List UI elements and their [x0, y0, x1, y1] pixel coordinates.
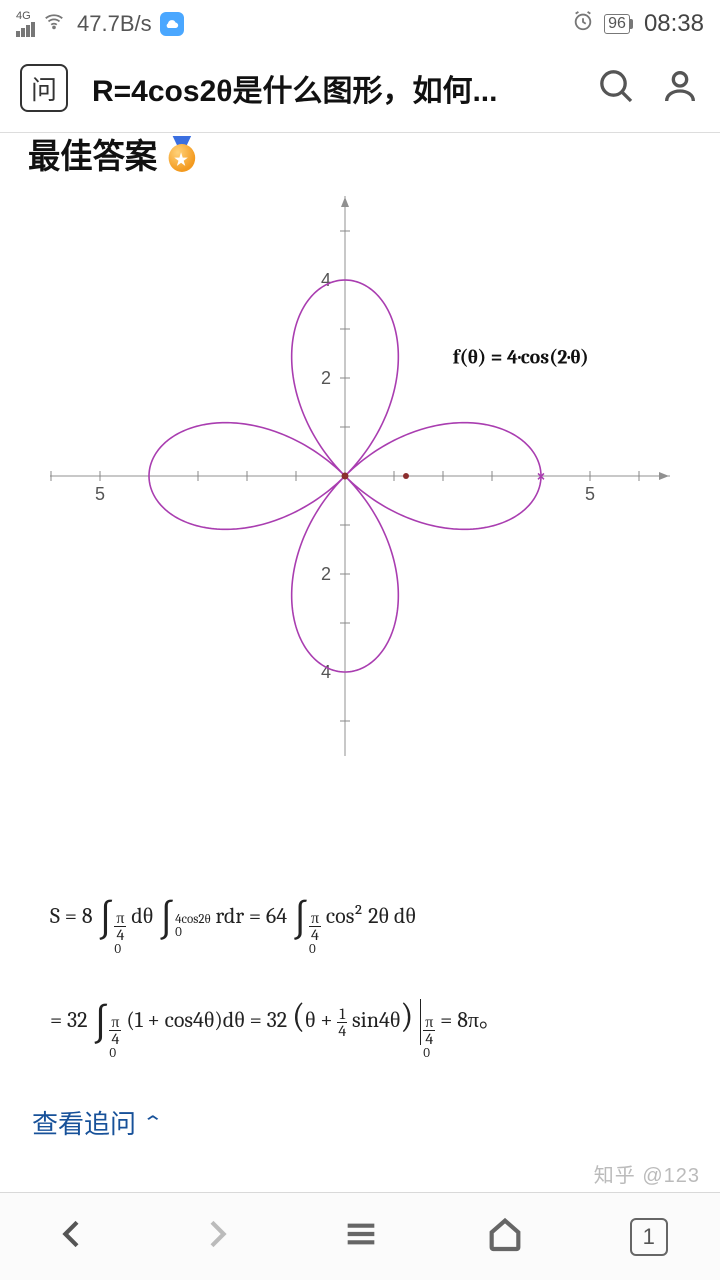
app-header: 问 R=4cos2θ是什么图形，如何... [0, 48, 720, 128]
question-badge[interactable]: 问 [20, 64, 68, 112]
math-solution: S = 8 ∫π40 dθ ∫4cos2θ0 rdr = 64 ∫π40 cos… [28, 866, 692, 1074]
page-title: R=4cos2θ是什么图形，如何... [92, 66, 572, 110]
svg-text:f(θ) = 4·cos(2·θ): f(θ) = 4·cos(2·θ) [453, 345, 589, 368]
svg-text:5: 5 [95, 484, 105, 504]
forward-icon[interactable] [197, 1214, 237, 1259]
view-followup-link[interactable]: 查看追问⌃ [28, 1104, 692, 1141]
content: 最佳答案 ★ 554224×f(θ) = 4·cos(2·θ) S = 8 ∫π… [0, 129, 720, 1141]
tabs-icon[interactable]: 1 [630, 1218, 668, 1256]
search-icon[interactable] [596, 66, 636, 111]
clock: 08:38 [644, 10, 704, 38]
profile-icon[interactable] [660, 66, 700, 111]
watermark: 知乎 @123 [594, 1159, 700, 1188]
status-bar: 4G 47.7B/s 96 08:38 [0, 0, 720, 48]
svg-text:2: 2 [321, 564, 331, 584]
wifi-icon [43, 10, 65, 38]
home-icon[interactable] [485, 1214, 525, 1259]
svg-text:2: 2 [321, 368, 331, 388]
net-speed: 47.7B/s [77, 11, 152, 37]
battery-icon: 96 [604, 14, 630, 34]
best-answer-label: 最佳答案 [28, 129, 157, 178]
back-icon[interactable] [52, 1214, 92, 1259]
medal-icon: ★ [169, 136, 196, 172]
best-answer-heading: 最佳答案 ★ [28, 129, 659, 178]
svg-text:×: × [537, 468, 545, 484]
svg-text:5: 5 [585, 484, 595, 504]
signal-4g: 4G [16, 11, 35, 37]
alarm-icon [572, 10, 594, 38]
menu-icon[interactable] [341, 1214, 381, 1259]
polar-rose-chart: 554224×f(θ) = 4·cos(2·θ) [50, 196, 670, 756]
bottom-nav: 1 [0, 1192, 720, 1280]
cloud-icon [160, 12, 184, 36]
